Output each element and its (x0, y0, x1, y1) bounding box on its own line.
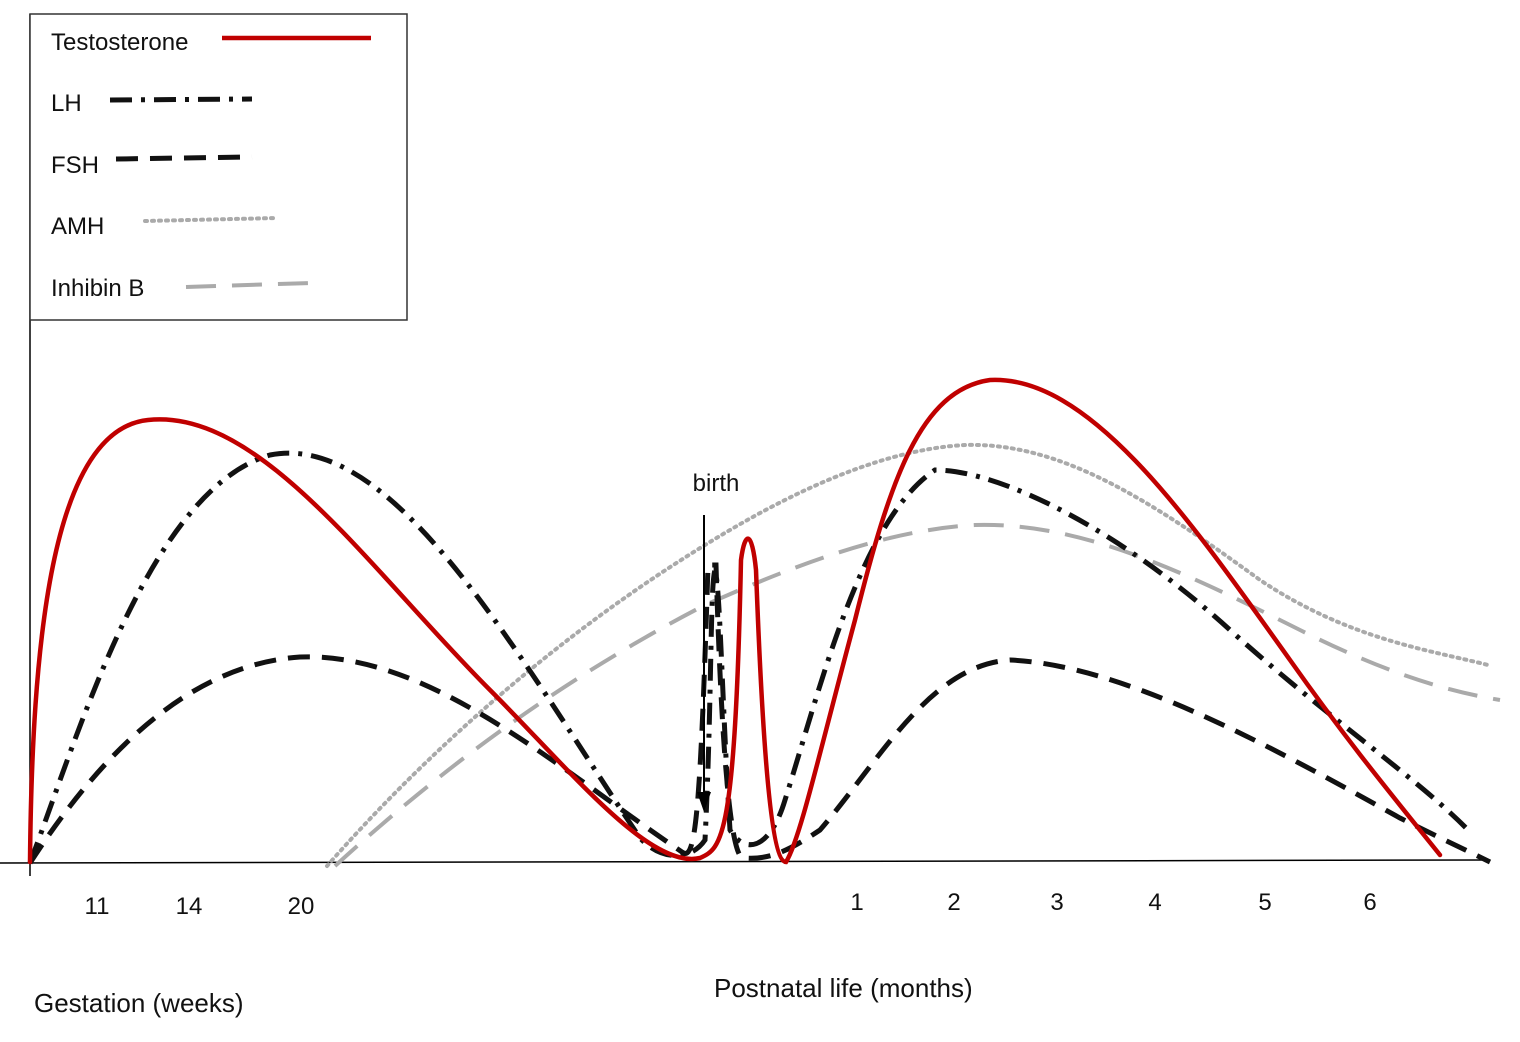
birth-label: birth (693, 470, 740, 497)
legend-swatch-fsh (115, 154, 253, 162)
legend-label: Testosterone (51, 29, 188, 56)
x-tick-label: 20 (288, 893, 315, 920)
series-fsh-line (27, 562, 1492, 865)
x-tick-label: 4 (1148, 889, 1161, 916)
series-lh-line (27, 450, 1472, 864)
legend-item-testosterone: Testosterone (51, 29, 371, 56)
x-tick-label: 6 (1363, 889, 1376, 916)
x-tick-label: 2 (947, 889, 960, 916)
x-axis (0, 859, 1487, 864)
x-tick-label: 11 (85, 893, 110, 920)
x-tick-label: 5 (1258, 889, 1271, 916)
birth-annotation: birth (693, 470, 740, 812)
legend-label: LH (51, 90, 82, 117)
birth-arrow-head (697, 792, 711, 812)
legend-item-inhibin-b: Inhibin B (51, 275, 311, 302)
legend-swatch-inhibin-b (185, 281, 311, 289)
legend-box (29, 13, 408, 321)
series-testosterone-line (27, 377, 1443, 865)
x-tick-labels: 11 14 20 1 2 3 4 5 6 (85, 889, 1377, 920)
plot-area (27, 377, 1501, 868)
series-amh-line (325, 442, 1490, 868)
series-inhibin-b-line (333, 522, 1501, 868)
legend: Testosterone LH FSH AMH Inhibin B (29, 13, 408, 321)
legend-label: AMH (51, 213, 104, 240)
x-tick-label: 3 (1050, 889, 1063, 916)
x-axis-title-postnatal: Postnatal life (months) (714, 973, 973, 1003)
legend-item-amh: AMH (51, 213, 279, 240)
x-tick-label: 14 (176, 893, 203, 920)
x-tick-label: 1 (850, 889, 863, 916)
legend-swatch-amh (143, 216, 279, 223)
x-axis-title-gestation: Gestation (weeks) (34, 988, 244, 1018)
legend-item-fsh: FSH (51, 152, 253, 179)
legend-label: Inhibin B (51, 275, 144, 302)
legend-item-lh: LH (51, 90, 253, 117)
legend-label: FSH (51, 152, 99, 179)
